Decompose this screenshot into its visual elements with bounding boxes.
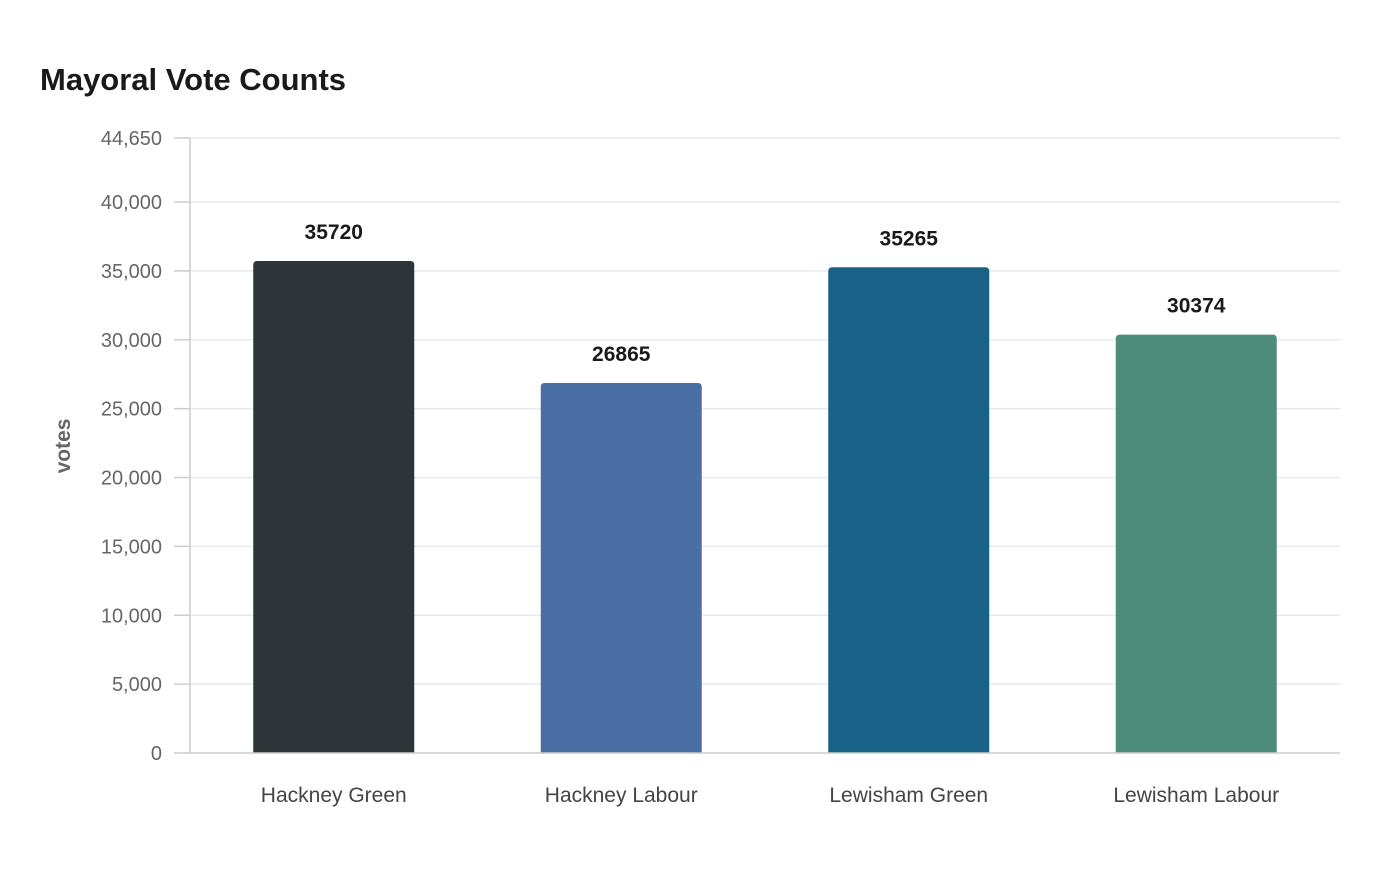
bar-hackney-labour (540, 382, 702, 753)
y-tick-label: 10,000 (101, 605, 162, 627)
x-tick-label: Hackney Labour (545, 784, 698, 807)
bar-lewisham-green (828, 267, 990, 753)
y-tick-label: 5,000 (112, 674, 162, 696)
chart-title: Mayoral Vote Counts (40, 62, 346, 97)
y-tick-label: 35,000 (101, 261, 162, 283)
y-tick-label: 40,000 (101, 192, 162, 214)
data-label: 35265 (880, 227, 939, 250)
bar-lewisham-labour (1115, 334, 1277, 753)
x-tick-label: Lewisham Green (829, 784, 988, 807)
bars (253, 261, 1277, 753)
bar-hackney-green (253, 261, 415, 753)
data-label: 30374 (1167, 295, 1226, 318)
y-tick-label: 25,000 (101, 399, 162, 421)
y-tick-label: 15,000 (101, 536, 162, 558)
y-tick-label: 20,000 (101, 468, 162, 490)
x-axis-ticks: Hackney Green Hackney Labour Lewisham Gree… (261, 784, 1279, 807)
data-label: 35720 (305, 221, 363, 244)
data-labels: 35720 26865 35265 30374 (305, 221, 1226, 366)
x-tick-label: Hackney Green (261, 784, 407, 807)
y-tick-label: 30,000 (101, 330, 162, 352)
y-tick-label: 44,650 (101, 128, 162, 150)
y-axis-label: votes (52, 419, 75, 474)
y-tick-label: 0 (151, 743, 162, 765)
x-tick-label: Lewisham Labour (1113, 784, 1279, 807)
y-axis-ticks: 0 5,000 10,000 15,000 20,000 25,000 30,000 35,0… (101, 128, 190, 765)
data-label: 26865 (592, 343, 651, 366)
